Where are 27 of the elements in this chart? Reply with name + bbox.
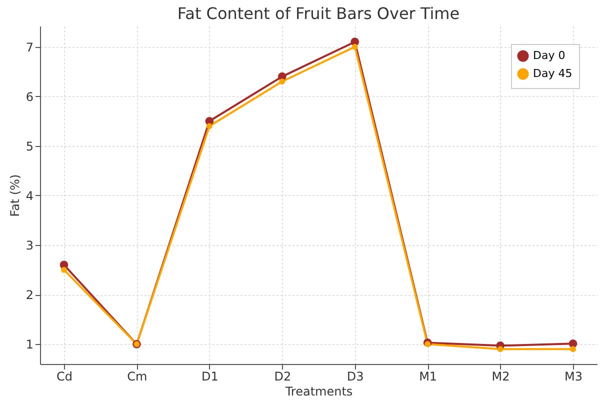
point <box>206 123 212 130</box>
y-tick-label: 6 <box>26 90 34 104</box>
x-axis-title: Treatments <box>284 384 353 398</box>
point <box>570 346 576 352</box>
y-tick-label: 1 <box>26 338 34 352</box>
y-tick-label: 2 <box>26 288 34 302</box>
x-tick-label: D1 <box>201 370 218 384</box>
point <box>497 346 504 352</box>
point <box>424 341 431 348</box>
chart-title: Fat Content of Fruit Bars Over Time <box>177 4 460 23</box>
y-tick-label: 4 <box>26 188 34 203</box>
y-tick-label: 3 <box>26 238 34 253</box>
y-tick-label: 5 <box>26 139 34 154</box>
x-tick-label: Cd <box>56 370 72 384</box>
x-tick-label: M3 <box>564 370 583 384</box>
legend-label: Day 0 <box>533 49 566 62</box>
x-tick-label: D3 <box>346 370 364 384</box>
x-tick-label: M1 <box>419 370 438 384</box>
y-axis-title: Fat (%) <box>8 174 22 217</box>
y-tick-label: 7 <box>26 40 34 54</box>
point <box>352 44 358 50</box>
point <box>279 78 286 84</box>
x-tick-label: Cm <box>127 370 148 384</box>
x-tick-label: M2 <box>492 370 510 384</box>
point <box>60 266 67 273</box>
legend-label: Day 45 <box>533 67 572 80</box>
x-tick-label: D2 <box>274 370 292 384</box>
